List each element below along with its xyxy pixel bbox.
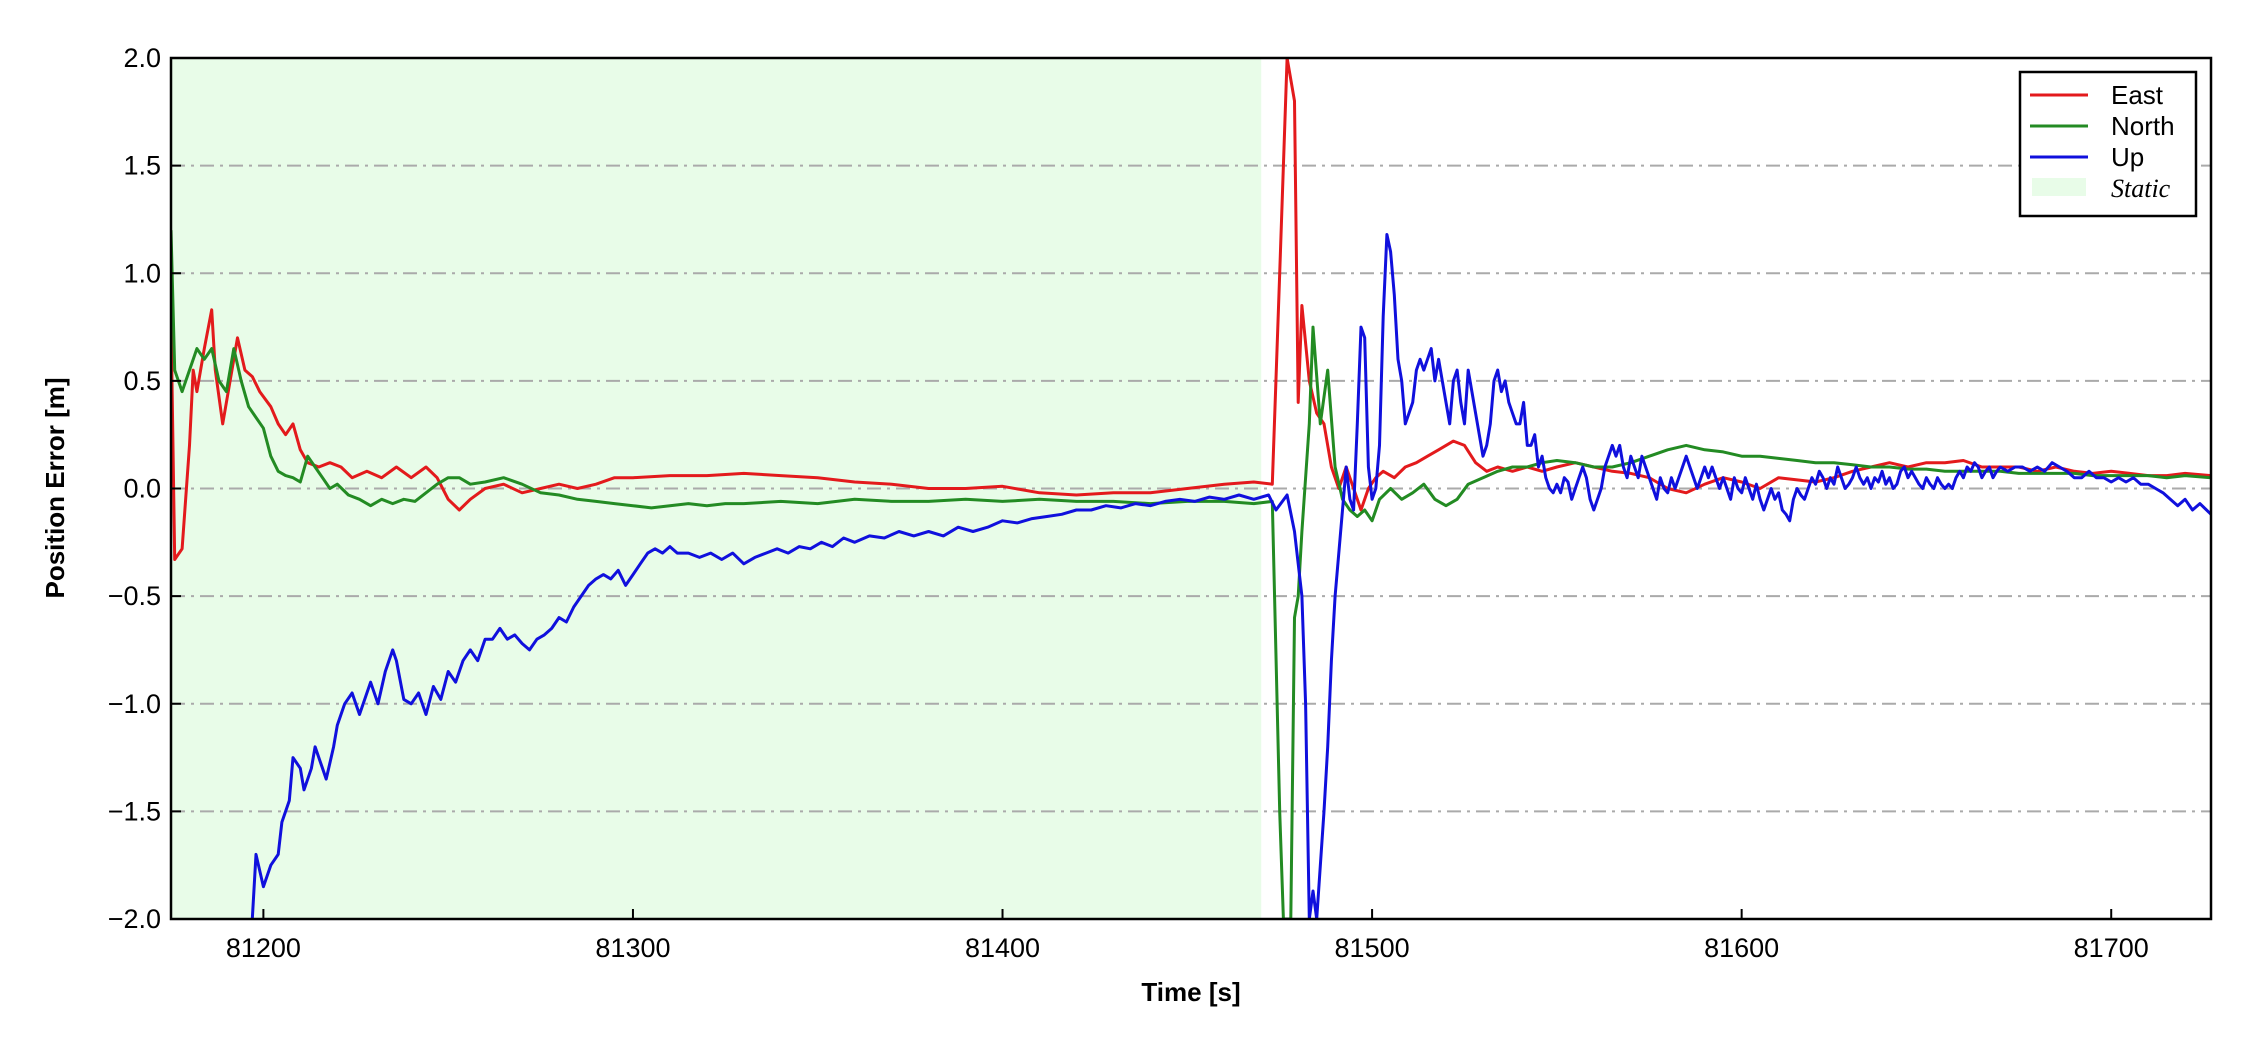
y-tick-label: −2.0: [108, 904, 161, 934]
x-tick-label: 81300: [595, 933, 670, 963]
y-axis-ticks: −2.0 −1.5 −1.0 −0.5 0.0 0.5 1.0 1.5 2.0: [108, 43, 181, 934]
y-axis-title: Position Error [m]: [40, 377, 70, 598]
x-axis-ticks: 81200 81300 81400 81500 81600 81700: [226, 909, 2149, 963]
x-axis-title: Time [s]: [1141, 977, 1240, 1007]
x-tick-label: 81700: [2074, 933, 2149, 963]
series-layer: [171, 58, 2211, 919]
legend-north-label: North: [2111, 111, 2175, 141]
x-tick-label: 81500: [1335, 933, 1410, 963]
legend-east-label: East: [2111, 80, 2164, 110]
series-line-north: [171, 230, 2211, 919]
y-tick-label: 0.0: [123, 474, 161, 504]
static-region-layer: [171, 58, 1262, 919]
x-tick-label: 81200: [226, 933, 301, 963]
x-tick-label: 81600: [1704, 933, 1779, 963]
legend-up-label: Up: [2111, 142, 2144, 172]
y-tick-label: 2.0: [123, 43, 161, 73]
x-tick-label: 81400: [965, 933, 1040, 963]
y-tick-label: −0.5: [108, 581, 161, 611]
y-tick-label: −1.5: [108, 796, 161, 826]
y-tick-label: 1.0: [123, 258, 161, 288]
y-tick-label: 0.5: [123, 366, 161, 396]
legend-static-label: Static: [2111, 174, 2171, 203]
series-line-up: [250, 233, 2211, 919]
y-tick-label: 1.5: [123, 151, 161, 181]
static-region: [171, 58, 1262, 919]
legend: East North Up Static: [2018, 70, 2198, 218]
legend-static-swatch: [2032, 178, 2086, 196]
y-tick-label: −1.0: [108, 689, 161, 719]
